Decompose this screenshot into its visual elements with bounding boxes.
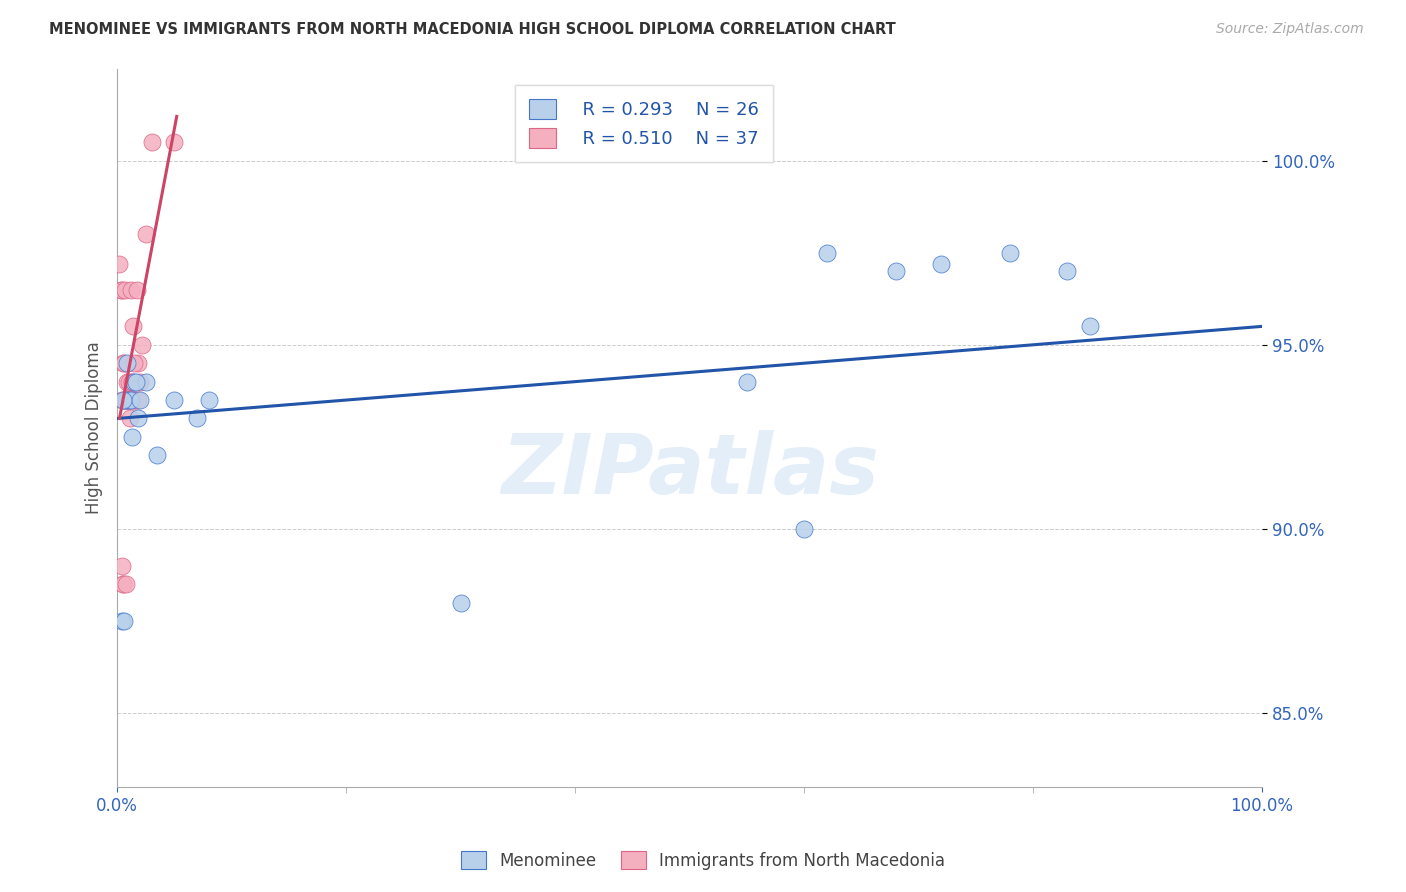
Point: [114, 392, 136, 407]
Point: [146, 448, 169, 462]
Point: [111, 577, 134, 591]
Point: [122, 319, 145, 334]
Point: [111, 392, 134, 407]
Point: [111, 392, 134, 407]
Point: [117, 375, 139, 389]
Point: [111, 614, 134, 628]
Point: [124, 392, 146, 407]
Legend: Menominee, Immigrants from North Macedonia: Menominee, Immigrants from North Macedon…: [454, 845, 952, 877]
Point: [998, 245, 1021, 260]
Point: [1078, 319, 1101, 334]
Point: [1056, 264, 1078, 278]
Point: [112, 614, 135, 628]
Point: [112, 356, 135, 370]
Point: [186, 411, 208, 425]
Point: [117, 392, 139, 407]
Point: [121, 375, 143, 389]
Point: [735, 375, 758, 389]
Point: [931, 257, 953, 271]
Point: [108, 257, 131, 271]
Point: [163, 135, 186, 149]
Point: [117, 356, 139, 370]
Point: [124, 392, 146, 407]
Point: [117, 375, 139, 389]
Point: [111, 283, 134, 297]
Legend:   R = 0.293    N = 26,   R = 0.510    N = 37: R = 0.293 N = 26, R = 0.510 N = 37: [515, 85, 773, 162]
Point: [135, 375, 157, 389]
Point: [124, 356, 146, 370]
Text: MENOMINEE VS IMMIGRANTS FROM NORTH MACEDONIA HIGH SCHOOL DIPLOMA CORRELATION CHA: MENOMINEE VS IMMIGRANTS FROM NORTH MACED…: [49, 22, 896, 37]
Point: [118, 411, 141, 425]
Text: ZIPatlas: ZIPatlas: [501, 430, 879, 511]
Point: [121, 375, 143, 389]
Point: [135, 227, 157, 242]
Point: [141, 135, 163, 149]
Point: [197, 392, 219, 407]
Point: [118, 392, 141, 407]
Point: [114, 283, 136, 297]
Point: [121, 430, 143, 444]
Point: [125, 283, 148, 297]
Text: Source: ZipAtlas.com: Source: ZipAtlas.com: [1216, 22, 1364, 37]
Point: [120, 283, 142, 297]
Point: [884, 264, 907, 278]
Point: [124, 375, 146, 389]
Point: [115, 392, 138, 407]
Point: [131, 338, 153, 352]
Point: [111, 558, 134, 573]
Point: [129, 392, 152, 407]
Point: [120, 392, 142, 407]
Point: [127, 392, 149, 407]
Point: [115, 392, 138, 407]
Point: [163, 392, 186, 407]
Point: [111, 577, 134, 591]
Y-axis label: High School Diploma: High School Diploma: [86, 342, 103, 514]
Point: [112, 392, 135, 407]
Point: [450, 596, 472, 610]
Point: [124, 392, 146, 407]
Point: [793, 522, 815, 536]
Point: [124, 375, 146, 389]
Point: [129, 375, 152, 389]
Point: [115, 577, 138, 591]
Point: [111, 356, 134, 370]
Point: [117, 392, 139, 407]
Point: [110, 283, 132, 297]
Point: [815, 245, 838, 260]
Point: [117, 392, 139, 407]
Point: [127, 411, 149, 425]
Point: [127, 356, 149, 370]
Point: [120, 392, 142, 407]
